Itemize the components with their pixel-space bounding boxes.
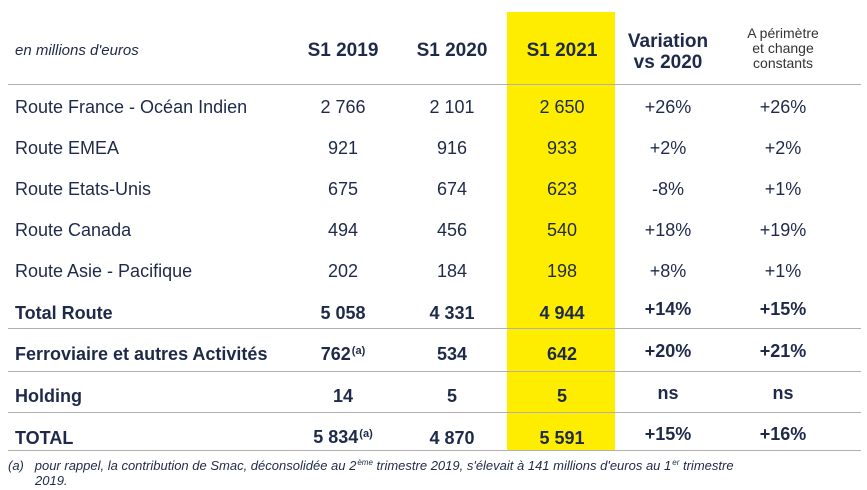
col-header-variation-line1: Variation (627, 31, 709, 52)
col-header-constant-line3: constants (753, 55, 813, 71)
row-label: Route Canada (15, 220, 132, 240)
unit-label: en millions d'euros (15, 42, 139, 59)
row-s1-2019-value: 762 (320, 344, 351, 364)
footnote-text-3: trimestre (679, 458, 734, 473)
row-label: TOTAL (15, 428, 74, 448)
row-s1-2020: 2 101 (429, 97, 475, 117)
row-constant: +1% (764, 179, 802, 199)
row-label: Holding (15, 386, 82, 406)
col-header-variation: Variation vs 2020 (628, 31, 708, 73)
row-s1-2019: 921 (327, 138, 359, 158)
row-s1-2020: 456 (436, 220, 468, 240)
footnote-ref: (a) (351, 345, 366, 357)
row-label: Route France - Océan Indien (15, 97, 248, 117)
row-variation: +2% (649, 138, 687, 158)
row-s1-2021: 642 (546, 344, 578, 364)
row-s1-2020: 4 331 (429, 303, 475, 323)
footnote: (a) pour rappel, la contribution de Smac… (8, 455, 853, 488)
row-variation: +14% (644, 299, 692, 319)
row-variation: -8% (651, 179, 685, 199)
row-s1-2019: 14 (332, 386, 354, 406)
footnote-sup-2: er (672, 458, 680, 467)
row-s1-2021: 5 (556, 386, 568, 406)
row-s1-2020: 916 (436, 138, 468, 158)
col-header-constant-line1: A périmètre (747, 25, 819, 41)
row-s1-2021: 2 650 (539, 97, 585, 117)
col-header-variation-line2: vs 2020 (633, 52, 703, 73)
row-rule (8, 412, 861, 413)
footnote-line2: 2019. (35, 473, 68, 488)
col-header-s1-2021: S1 2021 (526, 40, 598, 61)
row-variation: +20% (644, 341, 692, 361)
row-s1-2021: 4 944 (539, 303, 585, 323)
row-s1-2019: 5 058 (320, 303, 366, 323)
row-rule (8, 328, 861, 329)
footnote-line1: (a) pour rappel, la contribution de Smac… (8, 455, 853, 473)
row-s1-2020: 4 870 (429, 428, 475, 448)
row-s1-2019: 2 766 (320, 97, 366, 117)
row-s1-2019: 762(a) (321, 344, 366, 365)
s1-2021-column-highlight (507, 12, 615, 450)
row-label: Total Route (15, 303, 113, 323)
row-variation: +18% (644, 220, 692, 240)
row-s1-2019: 202 (327, 261, 359, 281)
footnote-ref: (a) (359, 428, 373, 440)
row-s1-2020: 184 (436, 261, 468, 281)
footnote-marker: (a) (8, 458, 24, 473)
row-s1-2019: 5 834(a) (313, 427, 373, 448)
footnote-sup-1: ème (357, 458, 373, 467)
row-s1-2019: 675 (327, 179, 359, 199)
row-constant: +2% (764, 138, 802, 158)
col-header-s1-2020: S1 2020 (416, 40, 488, 61)
row-variation: ns (657, 383, 679, 403)
row-s1-2021: 198 (546, 261, 578, 281)
row-s1-2020: 534 (436, 344, 468, 364)
row-s1-2019-value: 5 834 (313, 427, 359, 447)
row-s1-2021: 540 (546, 220, 578, 240)
row-label: Ferroviaire et autres Activités (15, 344, 268, 364)
row-variation: +26% (644, 97, 692, 117)
footnote-text-1: pour rappel, la contribution de Smac, dé… (34, 458, 357, 473)
row-constant: +15% (759, 299, 807, 319)
row-constant: +26% (759, 97, 807, 117)
col-header-s1-2019: S1 2019 (307, 40, 379, 61)
col-header-constant: A périmètre et change constants (747, 26, 819, 71)
col-header-constant-line2: et change (752, 40, 814, 56)
row-variation: +8% (649, 261, 687, 281)
row-label: Route EMEA (15, 138, 120, 158)
row-constant: +19% (759, 220, 807, 240)
footer-rule (8, 450, 861, 451)
footnote-text-2: trimestre 2019, s'élevait à 141 millions… (372, 458, 672, 473)
row-constant: +1% (764, 261, 802, 281)
header-rule (8, 84, 861, 85)
row-s1-2020: 674 (436, 179, 468, 199)
row-label: Route Etats-Unis (15, 179, 152, 199)
row-variation: +15% (644, 424, 692, 444)
row-s1-2021: 933 (546, 138, 578, 158)
row-rule (8, 371, 861, 372)
row-constant: ns (772, 383, 794, 403)
row-s1-2020: 5 (446, 386, 458, 406)
row-s1-2021: 5 591 (539, 428, 585, 448)
row-constant: +21% (759, 341, 807, 361)
row-label: Route Asie - Pacifique (15, 261, 193, 281)
row-s1-2021: 623 (546, 179, 578, 199)
row-constant: +16% (759, 424, 807, 444)
row-s1-2019: 494 (327, 220, 359, 240)
